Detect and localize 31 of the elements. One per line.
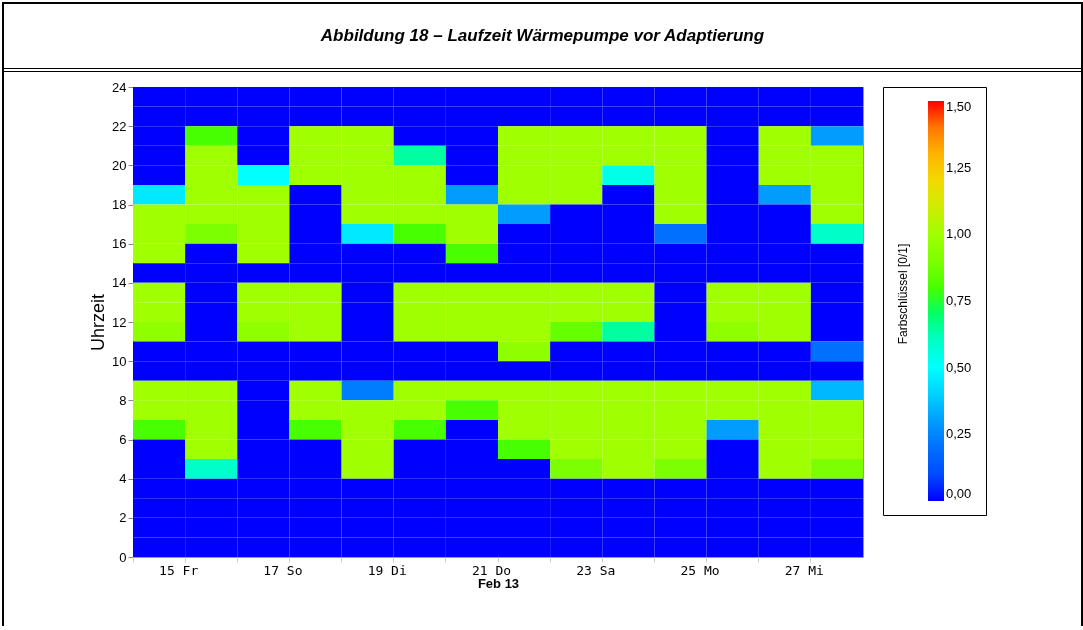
y-tick-label: 10 xyxy=(112,353,127,369)
y-tick-label: 14 xyxy=(112,275,127,291)
x-tick-label: 27 Mi xyxy=(784,562,824,578)
x-tick-label: 23 Sa xyxy=(576,562,616,578)
y-tick-label: 0 xyxy=(119,549,127,565)
color-bar-label: 0,75 xyxy=(946,293,972,308)
x-tick-label: 19 Di xyxy=(367,562,407,578)
y-tick-label: 20 xyxy=(112,157,127,173)
x-tick-label: 17 So xyxy=(263,562,303,578)
chart-title: Abbildung 18 – Laufzeit Wärmepumpe vor Adaptierung xyxy=(4,4,1081,72)
color-bar-label: 1,00 xyxy=(946,226,972,242)
x-tick-label: 25 Mo xyxy=(680,562,720,578)
color-bar-title: Farbschlüssel [0/1] xyxy=(896,243,910,345)
y-tick-label: 4 xyxy=(119,471,127,487)
y-tick-label: 24 xyxy=(112,79,127,95)
color-bar-label: 0,00 xyxy=(946,486,972,501)
x-tick-label: 21 Do xyxy=(471,562,512,578)
y-tick-label: 16 xyxy=(112,236,127,252)
y-tick-label: 12 xyxy=(112,314,127,330)
color-bar-label: 1,25 xyxy=(946,159,972,175)
color-bar-label: 0,25 xyxy=(946,426,972,442)
x-axis-title: Feb 13 xyxy=(477,575,520,591)
color-bar-label: 0,50 xyxy=(946,359,972,375)
y-tick-label: 18 xyxy=(112,197,127,212)
y-tick-label: 6 xyxy=(119,432,127,447)
y-axis-title: Uhrzeit xyxy=(88,293,109,352)
color-bar-label: 1,50 xyxy=(946,99,972,114)
y-tick-label: 22 xyxy=(112,118,127,134)
x-tick-label: 15 Fr xyxy=(159,562,199,578)
y-tick-label: 8 xyxy=(119,392,127,408)
y-tick-label: 2 xyxy=(119,510,127,526)
